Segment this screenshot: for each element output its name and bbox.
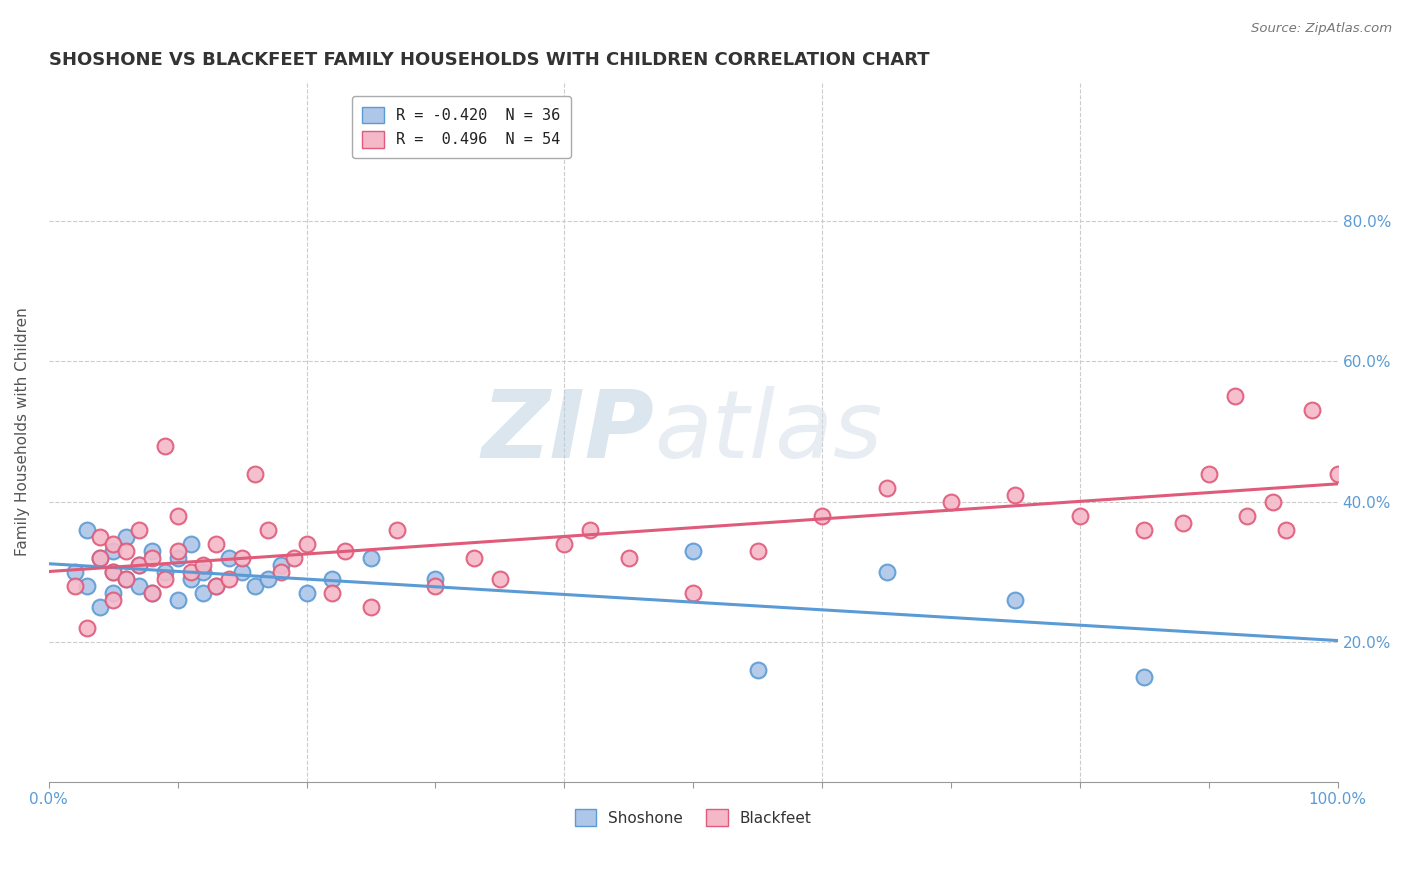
Point bbox=[89, 530, 111, 544]
Y-axis label: Family Households with Children: Family Households with Children bbox=[15, 307, 30, 556]
Point bbox=[180, 572, 202, 586]
Point bbox=[153, 572, 176, 586]
Point bbox=[63, 565, 86, 579]
Point bbox=[141, 543, 163, 558]
Point bbox=[747, 663, 769, 677]
Point bbox=[270, 558, 292, 572]
Point bbox=[270, 565, 292, 579]
Point bbox=[76, 523, 98, 537]
Point bbox=[76, 621, 98, 635]
Point bbox=[128, 558, 150, 572]
Point bbox=[115, 530, 138, 544]
Point bbox=[76, 578, 98, 592]
Point bbox=[103, 565, 125, 579]
Point bbox=[811, 508, 834, 523]
Point bbox=[1223, 389, 1246, 403]
Point bbox=[141, 585, 163, 599]
Point bbox=[335, 543, 357, 558]
Point bbox=[1069, 508, 1091, 523]
Point bbox=[205, 578, 228, 592]
Point bbox=[128, 578, 150, 592]
Point bbox=[425, 578, 447, 592]
Point bbox=[153, 438, 176, 452]
Point bbox=[103, 592, 125, 607]
Point bbox=[682, 543, 704, 558]
Text: ZIP: ZIP bbox=[482, 385, 655, 477]
Point bbox=[489, 572, 512, 586]
Text: Source: ZipAtlas.com: Source: ZipAtlas.com bbox=[1251, 22, 1392, 36]
Point bbox=[1171, 516, 1194, 530]
Point bbox=[385, 523, 408, 537]
Point bbox=[166, 550, 188, 565]
Point bbox=[360, 550, 382, 565]
Point bbox=[876, 481, 898, 495]
Point bbox=[321, 572, 343, 586]
Point bbox=[153, 565, 176, 579]
Point bbox=[1198, 467, 1220, 481]
Point bbox=[243, 578, 266, 592]
Point bbox=[231, 550, 253, 565]
Point bbox=[257, 523, 280, 537]
Point bbox=[128, 523, 150, 537]
Legend: Shoshone, Blackfeet: Shoshone, Blackfeet bbox=[567, 802, 820, 833]
Point bbox=[141, 550, 163, 565]
Point bbox=[1133, 523, 1156, 537]
Point bbox=[283, 550, 305, 565]
Point bbox=[89, 599, 111, 614]
Point bbox=[321, 585, 343, 599]
Point bbox=[103, 543, 125, 558]
Point bbox=[295, 585, 318, 599]
Point bbox=[141, 585, 163, 599]
Text: atlas: atlas bbox=[655, 386, 883, 477]
Point bbox=[193, 565, 215, 579]
Point bbox=[166, 592, 188, 607]
Point bbox=[747, 543, 769, 558]
Point bbox=[295, 536, 318, 550]
Point bbox=[1133, 670, 1156, 684]
Point bbox=[89, 550, 111, 565]
Point bbox=[1236, 508, 1258, 523]
Point bbox=[1275, 523, 1298, 537]
Point bbox=[166, 543, 188, 558]
Point bbox=[103, 565, 125, 579]
Point bbox=[1326, 467, 1348, 481]
Text: SHOSHONE VS BLACKFEET FAMILY HOUSEHOLDS WITH CHILDREN CORRELATION CHART: SHOSHONE VS BLACKFEET FAMILY HOUSEHOLDS … bbox=[49, 51, 929, 69]
Point bbox=[425, 572, 447, 586]
Point bbox=[218, 572, 240, 586]
Point bbox=[218, 550, 240, 565]
Point bbox=[579, 523, 602, 537]
Point bbox=[360, 599, 382, 614]
Point bbox=[115, 572, 138, 586]
Point bbox=[682, 585, 704, 599]
Point bbox=[1301, 403, 1323, 417]
Point bbox=[63, 578, 86, 592]
Point bbox=[103, 536, 125, 550]
Point bbox=[180, 565, 202, 579]
Point bbox=[205, 578, 228, 592]
Point bbox=[231, 565, 253, 579]
Point bbox=[617, 550, 640, 565]
Point bbox=[193, 585, 215, 599]
Point bbox=[1004, 487, 1026, 501]
Point bbox=[205, 536, 228, 550]
Point bbox=[115, 572, 138, 586]
Point bbox=[243, 467, 266, 481]
Point bbox=[939, 494, 962, 508]
Point bbox=[103, 585, 125, 599]
Point bbox=[463, 550, 485, 565]
Point bbox=[89, 550, 111, 565]
Point bbox=[166, 508, 188, 523]
Point bbox=[876, 565, 898, 579]
Point bbox=[115, 543, 138, 558]
Point bbox=[128, 558, 150, 572]
Point bbox=[193, 558, 215, 572]
Point bbox=[1263, 494, 1285, 508]
Point bbox=[257, 572, 280, 586]
Point bbox=[553, 536, 575, 550]
Point bbox=[1004, 592, 1026, 607]
Point bbox=[180, 536, 202, 550]
